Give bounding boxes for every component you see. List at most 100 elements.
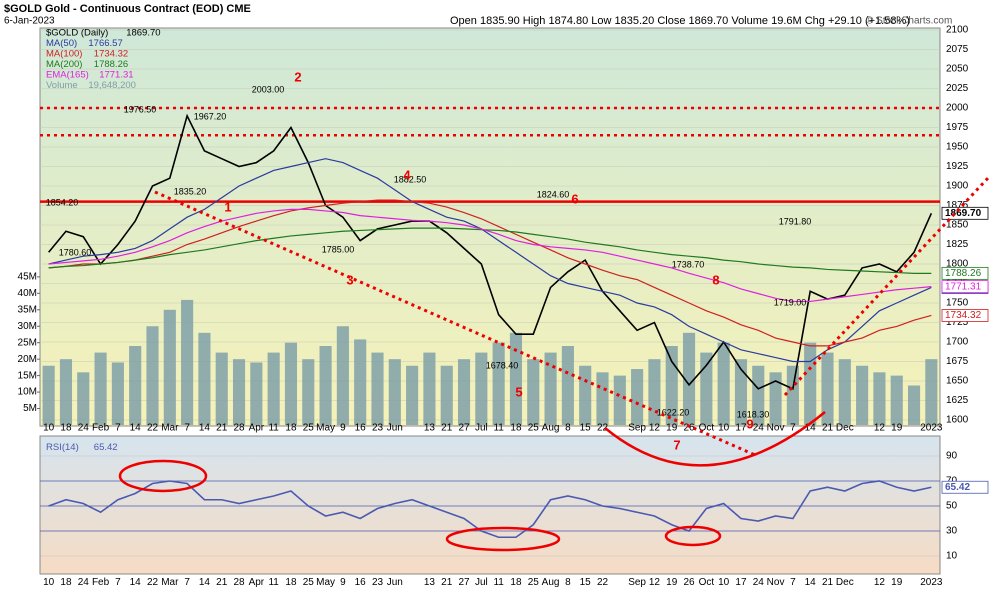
last-value-box	[941, 309, 989, 322]
x-tick-label: Apr	[249, 577, 265, 588]
x-tick-label: 26	[683, 577, 695, 588]
volume-bar	[769, 372, 782, 425]
y2-tick-label: 45M	[18, 272, 37, 283]
highlight	[118, 459, 208, 493]
volume-bar	[163, 309, 176, 425]
y-tick-label: 1750	[946, 298, 969, 309]
price-annotation: 1854.20	[46, 197, 79, 207]
x-tick-label: 24	[753, 577, 765, 588]
price-annotation: 1791.80	[779, 216, 812, 226]
x-tick-label: 12	[874, 577, 886, 588]
x-tick-label: 16	[355, 577, 367, 588]
price-annotation: 1678.40	[486, 360, 519, 370]
volume-bar	[406, 365, 419, 425]
x-tick-label: 21	[822, 577, 834, 588]
legend-name: MA(100)	[46, 49, 82, 60]
x-tick-label: 9	[340, 423, 346, 434]
x-tick-label: Jun	[387, 577, 403, 588]
x-tick-label: 11	[493, 577, 504, 588]
volume-bar	[509, 332, 523, 425]
x-tick-label: 12	[874, 423, 886, 434]
volume-bar	[267, 352, 280, 425]
x-tick-label: Mar	[161, 423, 179, 434]
last-value-label: 1869.70	[945, 208, 982, 219]
volume-bar	[752, 365, 765, 425]
volume-bar	[42, 365, 55, 425]
y2-tick-label: 20M	[18, 354, 37, 365]
y2-tick-label: 30M	[18, 321, 37, 332]
price-annotation: 1882.50	[394, 174, 427, 184]
y-tick-label: 90	[946, 451, 958, 462]
last-value-label: 1734.32	[945, 310, 982, 321]
y2-tick-label: 5M	[23, 403, 37, 414]
x-tick-label: 2023	[920, 423, 943, 434]
x-tick-label: 22	[597, 423, 609, 434]
x-tick-label: 28	[233, 423, 245, 434]
last-value-box	[941, 480, 989, 494]
volume-bar	[631, 369, 644, 425]
wave-label: 2	[294, 69, 301, 84]
x-tick-label: 12	[649, 423, 661, 434]
y-tick-label: 1875	[946, 200, 969, 211]
y-tick-label: 1625	[946, 395, 969, 406]
volume-bar	[111, 362, 124, 425]
x-tick-label: 27	[458, 423, 470, 434]
y-tick-label: 2075	[946, 44, 969, 55]
volume-bar	[907, 385, 921, 425]
y2-tick-label: 35M	[18, 304, 37, 315]
wave-label: 4	[403, 167, 411, 182]
y-tick-label: 1600	[946, 415, 969, 426]
volume-bar	[821, 352, 834, 425]
volume-bar	[215, 352, 228, 425]
x-tick-label: 23	[372, 423, 384, 434]
volume-bar	[198, 332, 211, 425]
x-tick-label: 25	[528, 423, 540, 434]
wave-label: 8	[712, 272, 719, 287]
y-tick-label: 1650	[946, 376, 969, 387]
x-tick-label: 14	[805, 423, 817, 434]
x-tick-label: 18	[510, 577, 522, 588]
volume-bar	[786, 365, 799, 425]
price-annotation: 1738.70	[672, 259, 705, 269]
price-annotation: 1976.50	[124, 104, 157, 114]
last-value-box	[941, 266, 989, 280]
x-tick-label: Dec	[836, 423, 854, 434]
x-tick-label: 23	[372, 577, 384, 588]
legend-value: 65.42	[94, 442, 118, 453]
legend-name: MA(50)	[46, 38, 77, 49]
price-annotation: 1824.60	[537, 189, 570, 199]
x-tick-label: 27	[458, 577, 470, 588]
wave-label: 7	[673, 437, 680, 452]
x-tick-label: 25	[303, 423, 315, 434]
x-tick-label: Sep	[628, 423, 646, 434]
x-tick-label: 22	[147, 577, 159, 588]
x-tick-label: 7	[184, 577, 190, 588]
highlight	[664, 525, 722, 547]
legend-value: 1771.31	[99, 70, 133, 81]
x-tick-label: 22	[147, 423, 159, 434]
volume-bar	[336, 326, 349, 425]
x-tick-label: 12	[649, 577, 661, 588]
overlay	[118, 176, 990, 552]
price-annotation: 2003.00	[252, 84, 285, 94]
volume-bar	[388, 359, 401, 425]
y-tick-label: 2050	[946, 64, 969, 75]
volume-bar	[890, 375, 903, 425]
x-tick-label: 21	[216, 577, 228, 588]
legend-value: 1734.32	[94, 49, 128, 60]
y-tick-label: 2025	[946, 83, 969, 94]
series-line	[48, 227, 932, 274]
volume-bar	[717, 342, 730, 425]
y-tick-label: 2100	[946, 25, 969, 36]
volume-bar	[527, 359, 540, 425]
quote: Open 1835.90 High 1874.80 Low 1835.20 Cl…	[450, 15, 910, 27]
x-tick-label: May	[316, 577, 335, 588]
price-annotation: 1835.20	[174, 186, 207, 196]
volume-bar	[354, 339, 367, 425]
legend-value: 1766.57	[88, 38, 122, 49]
x-tick-label: 19	[666, 423, 678, 434]
wave-label: 6	[571, 191, 578, 206]
volume-bar	[250, 362, 263, 425]
series-line	[48, 480, 932, 539]
x-tick-label: 22	[597, 577, 609, 588]
